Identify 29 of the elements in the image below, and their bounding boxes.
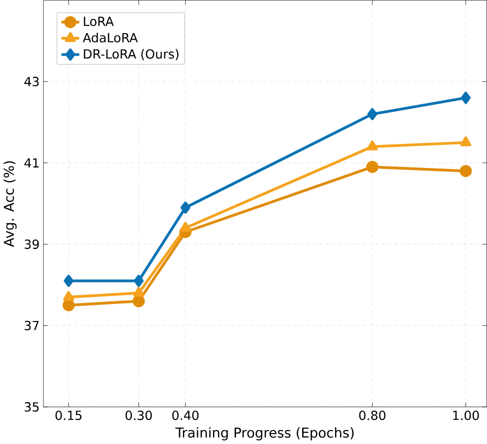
point bbox=[180, 202, 190, 214]
y-tick-label: 41 bbox=[24, 158, 39, 168]
point bbox=[460, 165, 472, 178]
x-tick-label: 0.40 bbox=[172, 410, 199, 420]
point bbox=[132, 295, 145, 308]
point bbox=[366, 140, 378, 150]
legend-label: DR-LoRA (Ours) bbox=[84, 49, 178, 60]
legend-label: LoRA bbox=[84, 16, 114, 26]
x-tick-label: 1.00 bbox=[453, 410, 479, 420]
x-tick-label: 0.30 bbox=[126, 410, 152, 420]
y-tick-label: 35 bbox=[24, 402, 39, 412]
legend-label: AdaLoRA bbox=[82, 32, 138, 42]
point bbox=[63, 291, 74, 301]
point bbox=[64, 274, 74, 287]
x-tick-label: 0.15 bbox=[56, 410, 82, 420]
point bbox=[134, 274, 144, 287]
point bbox=[62, 299, 75, 312]
y-tick-label: 37 bbox=[24, 320, 39, 330]
x-tick-label: 0.80 bbox=[359, 410, 386, 420]
y-tick-label: 43 bbox=[24, 76, 39, 86]
point bbox=[460, 136, 472, 146]
point bbox=[133, 287, 144, 297]
x-axis-title: Training Progress (Epochs) bbox=[175, 427, 354, 440]
point bbox=[460, 92, 471, 104]
y-axis-title: Avg. Acc (%) bbox=[3, 161, 17, 248]
y-tick-label: 39 bbox=[24, 240, 39, 250]
point bbox=[366, 160, 378, 174]
point bbox=[367, 108, 378, 120]
point bbox=[180, 222, 191, 232]
